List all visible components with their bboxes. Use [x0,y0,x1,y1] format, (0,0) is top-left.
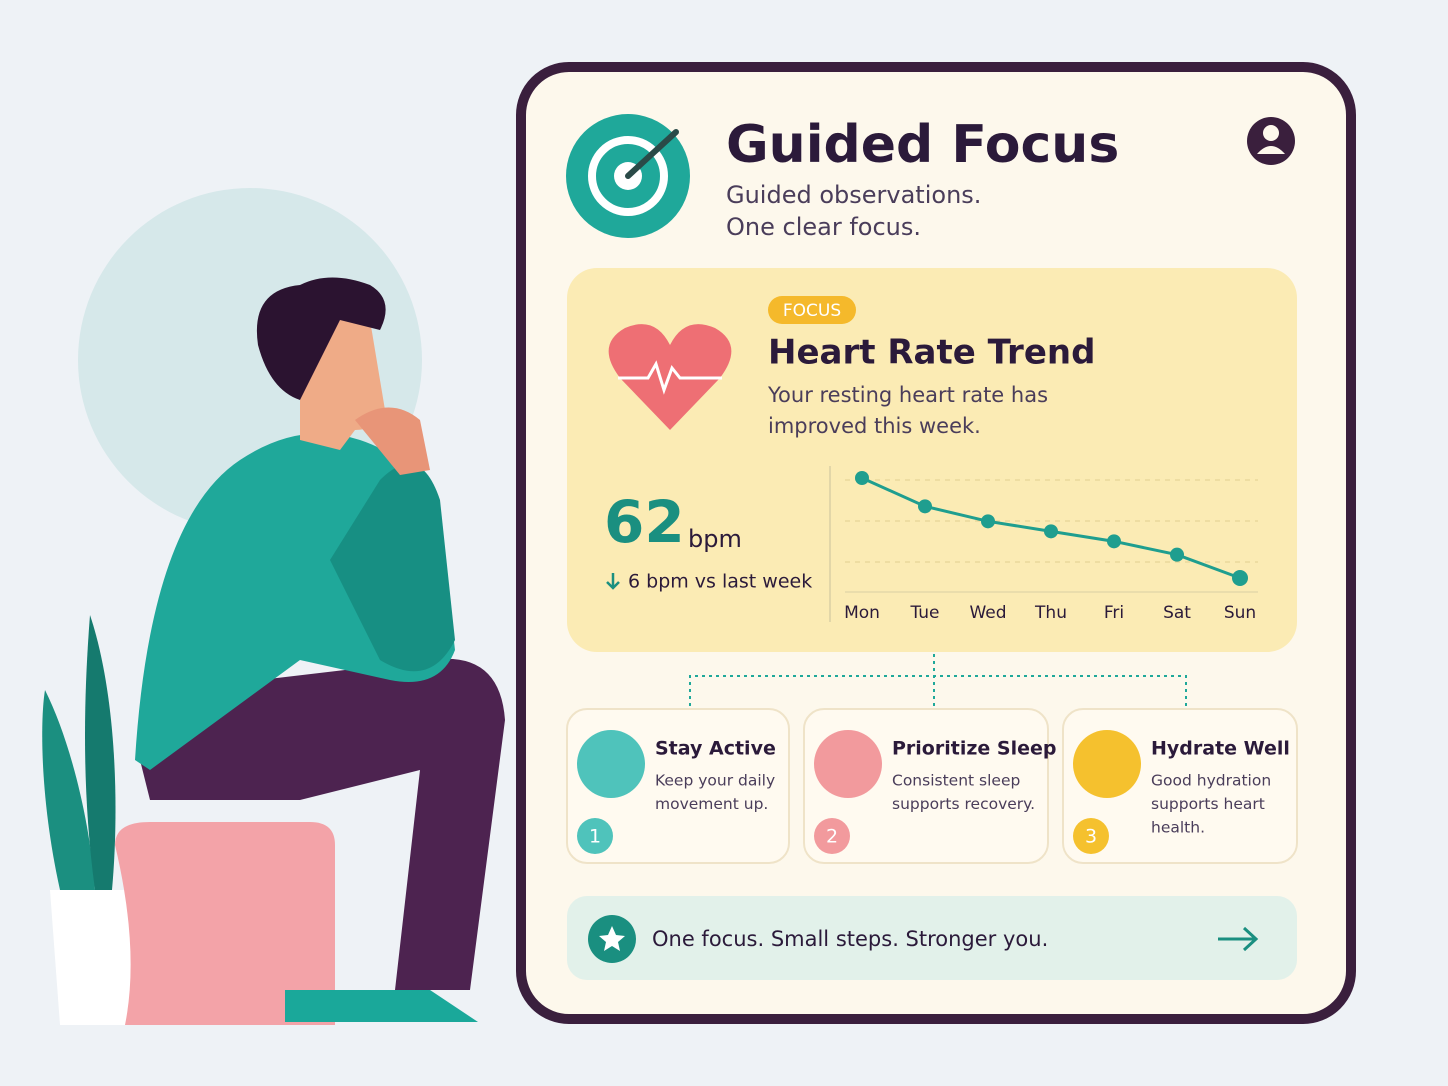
stool [115,822,335,1025]
step-text: health. [1151,819,1205,837]
step-icon [814,730,882,798]
step-number: 3 [1085,826,1097,848]
step-text: supports recovery. [892,795,1035,813]
logo-arrow [625,129,679,179]
badge [768,296,856,324]
step-icon [577,730,645,798]
step-icon [1073,730,1141,798]
step-number: 1 [589,826,601,848]
metric-change: 6 bpm vs last week [628,571,812,593]
step-text: movement up. [655,795,768,813]
focus-description: Your resting heart rate has [767,383,1048,407]
data-point [1170,547,1184,562]
data-point [855,471,869,485]
logo-ring [588,136,668,216]
data-point [918,499,932,514]
metric-unit: bpm [688,525,742,553]
star-icon [599,926,625,951]
data-point [1044,524,1058,539]
subtitle: One clear focus. [726,213,921,241]
profile-icon [1263,125,1279,141]
focus-description: improved this week. [768,414,981,438]
step-number: 2 [826,826,838,848]
leaf [42,690,95,890]
data-point [1232,570,1248,586]
metric-value: 62 [604,488,685,556]
leaf [85,615,116,890]
step-number-badge [1073,818,1109,854]
steps: 1 Stay Active Keep your daily movement up. 2… [566,708,1298,864]
data-point [1107,534,1121,549]
x-tick-label: Thu [1034,603,1067,623]
illustration [42,188,505,1025]
shoe [360,990,478,1022]
badge-text: FOCUS [783,301,841,321]
profile-icon [1257,146,1285,154]
title: Guided Focus [726,115,1119,175]
x-tick-label: Mon [844,603,880,623]
step-title: Hydrate Well [1151,738,1290,760]
step-text: supports heart [1151,795,1265,813]
pulse [618,360,722,395]
footer-arrow[interactable] [1218,926,1259,952]
x-tick-label: Wed [969,603,1006,623]
subtitle: Guided observations. [726,181,981,209]
step-title: Stay Active [655,738,776,760]
step-title: Prioritize Sleep [892,738,1056,760]
arm [330,464,455,672]
x-tick-label: Sun [1224,603,1256,623]
step-text: Good hydration [1151,772,1271,790]
data-point [981,514,995,529]
chart: Mon Tue Wed Thu Fri Sat Sun [844,471,1258,623]
footer-bar[interactable] [567,896,1297,980]
shoe [285,990,370,1022]
hand [355,407,430,475]
step-number-badge [577,818,613,854]
x-tick-label: Tue [909,603,939,623]
focus-card [567,268,1297,652]
step-text: Keep your daily [655,772,775,790]
legs [140,658,505,990]
x-tick-label: Fri [1104,603,1124,623]
footer-text: One focus. Small steps. Stronger you. [652,927,1048,951]
focus-title: Heart Rate Trend [768,333,1095,373]
step-number-badge [814,818,850,854]
connector [689,654,1187,708]
x-tick-label: Sat [1163,603,1191,623]
hair [256,277,386,400]
step-text: Consistent sleep [892,772,1020,790]
down-arrow [606,573,620,590]
